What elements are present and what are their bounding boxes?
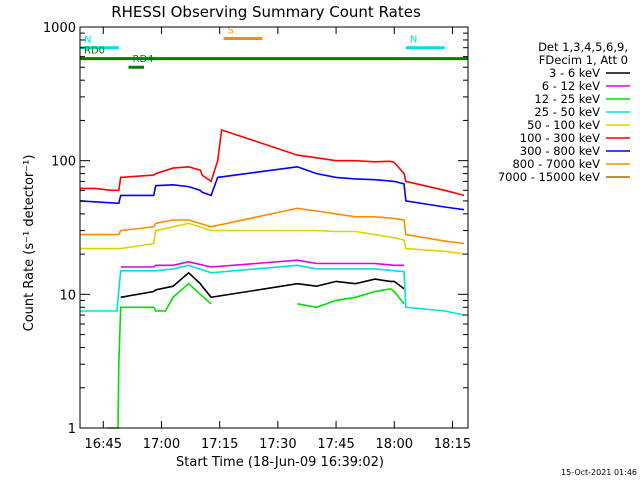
x-tick-label-2: 17:15 xyxy=(201,437,238,452)
series-line-4-0 xyxy=(80,222,465,255)
y-tick-label-1: 10 xyxy=(59,288,76,303)
legend-label-2: 12 - 25 keV xyxy=(534,92,600,106)
plot-area: N N S RD0 RD4 xyxy=(79,26,468,429)
axes: 16:45 17:00 17:15 17:30 17:45 18:00 18:15 1 10 10… xyxy=(43,21,471,452)
legend: Det 1,3,4,5,6,9,FDecim 1, Att 03 - 6 keV… xyxy=(498,40,630,184)
legend-label-5: 100 - 300 keV xyxy=(520,131,600,145)
legend-header-0: Det 1,3,4,5,6,9, xyxy=(538,40,628,54)
legend-header-1: FDecim 1, Att 0 xyxy=(539,53,628,67)
series-line-5-0 xyxy=(80,128,465,197)
x-tick-label-0: 16:45 xyxy=(85,437,122,452)
annotation-label-2: S xyxy=(228,26,234,37)
legend-label-3: 25 - 50 keV xyxy=(534,105,600,119)
y-tick-label-0: 1 xyxy=(68,422,76,437)
series-line-7-0 xyxy=(80,207,465,245)
y-tick-label-2: 100 xyxy=(51,155,76,170)
annotation-label-0: N xyxy=(84,35,91,46)
generated-timestamp: 15-Oct-2021 01:46 xyxy=(561,468,637,477)
x-tick-label-1: 17:00 xyxy=(143,437,180,452)
x-axis-label: Start Time (18-Jun-09 16:39:02) xyxy=(176,455,384,470)
legend-label-4: 50 - 100 keV xyxy=(527,118,600,132)
series-line-0-0 xyxy=(120,271,405,299)
x-tick-label-4: 17:45 xyxy=(317,437,354,452)
y-tick-label-3: 1000 xyxy=(43,21,76,36)
series-line-6-0 xyxy=(79,165,465,211)
legend-label-0: 3 - 6 keV xyxy=(549,66,600,80)
series-line-3-0 xyxy=(80,264,465,316)
legend-label-1: 6 - 12 keV xyxy=(542,79,600,93)
annotation-label-1: N xyxy=(410,35,417,46)
chart-title: RHESSI Observing Summary Count Rates xyxy=(111,3,421,21)
x-tick-label-3: 17:30 xyxy=(259,437,296,452)
series-line-2-1 xyxy=(297,287,405,309)
legend-label-7: 800 - 7000 keV xyxy=(512,157,600,171)
annotation-label-3: RD0 xyxy=(84,46,105,57)
x-tick-label-6: 18:15 xyxy=(434,437,471,452)
series-line-1-0 xyxy=(120,259,404,268)
annotation-label-4: RD4 xyxy=(133,54,154,65)
legend-label-8: 7000 - 15000 keV xyxy=(498,170,600,184)
y-axis-label: Count Rate (s⁻¹ detector⁻¹) xyxy=(22,155,37,332)
plot-frame xyxy=(79,26,469,429)
legend-label-6: 300 - 800 keV xyxy=(520,144,600,158)
series-line-2-0 xyxy=(107,282,212,429)
x-tick-label-5: 18:00 xyxy=(376,437,413,452)
